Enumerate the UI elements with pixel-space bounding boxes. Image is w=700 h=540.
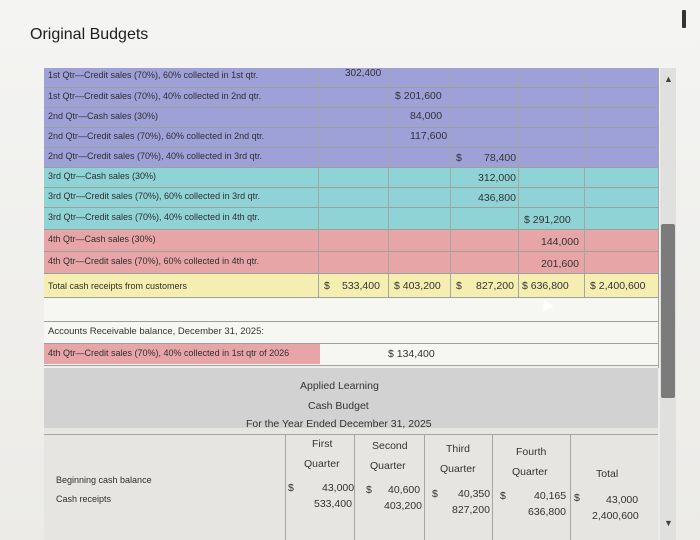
row-9	[44, 252, 658, 274]
row-label: 3rd Qtr—Credit sales (70%), 60% collecte…	[48, 191, 261, 201]
scroll-up-icon[interactable]: ▲	[664, 74, 673, 84]
ar-value: $ 134,400	[388, 348, 435, 360]
budget-name: Cash Budget	[308, 400, 369, 412]
col-second-sub: Quarter	[370, 460, 406, 472]
begin-q4: 40,165	[534, 490, 567, 502]
row-4	[44, 148, 658, 168]
cell-value: 312,000	[478, 172, 516, 184]
grid-line	[388, 68, 389, 298]
begin-total: 43,000	[606, 494, 639, 506]
grid-line	[44, 434, 658, 435]
page-title: Original Budgets	[30, 26, 149, 43]
row-label: 3rd Qtr—Credit sales (70%), 40% collecte…	[48, 212, 260, 222]
beginning-label: Beginning cash balance	[56, 475, 152, 485]
grid-line	[285, 434, 286, 540]
col-first: First	[312, 438, 333, 450]
cell-value: 302,400	[345, 68, 382, 79]
scroll-down-icon[interactable]: ▼	[664, 518, 673, 528]
row-spacer	[44, 298, 658, 322]
ar-label-cell	[44, 344, 320, 364]
cell-value: 84,000	[410, 110, 443, 122]
total-total: $ 2,400,600	[590, 280, 646, 292]
row-label: 4th Qtr—Credit sales (70%), 60% collecte…	[48, 256, 260, 266]
col-fourth: Fourth	[516, 446, 547, 458]
scrollbar-thumb[interactable]	[661, 224, 675, 398]
total-q4: $ 636,800	[522, 280, 569, 292]
currency: $	[456, 280, 462, 292]
row-label: 2nd Qtr—Credit sales (70%), 60% collecte…	[48, 131, 265, 141]
begin-q1: 43,000	[322, 482, 355, 494]
ar-label: 4th Qtr—Credit sales (70%), 40% collecte…	[48, 348, 290, 358]
company-name: Applied Learning	[300, 380, 379, 392]
total-q3: 827,200	[476, 280, 514, 292]
row-2	[44, 108, 658, 128]
receipts-q4: 636,800	[528, 506, 566, 518]
row-label: 1st Qtr—Credit sales (70%), 40% collecte…	[48, 91, 262, 101]
row-6	[44, 188, 658, 208]
total-label: Total cash receipts from customers	[48, 281, 188, 291]
grid-line	[658, 68, 659, 368]
row-7	[44, 208, 658, 230]
row-8	[44, 230, 658, 252]
grid-line	[354, 434, 355, 540]
row-label: 2nd Qtr—Cash sales (30%)	[48, 111, 159, 121]
row-1	[44, 88, 658, 108]
row-3	[44, 128, 658, 148]
receipts-q1: 533,400	[314, 498, 352, 510]
grid-line	[318, 68, 319, 298]
grid-line	[518, 68, 519, 298]
grid-line	[492, 434, 493, 540]
col-third-sub: Quarter	[440, 463, 476, 475]
cell-value: 78,400	[484, 152, 517, 164]
grid-line	[584, 68, 585, 298]
row-label: 1st Qtr—Credit sales (70%), 60% collecte…	[48, 70, 259, 80]
currency: $	[500, 490, 506, 502]
col-fourth-sub: Quarter	[512, 466, 548, 478]
col-third: Third	[446, 443, 470, 455]
budget-period: For the Year Ended December 31, 2025	[246, 418, 432, 430]
col-first-sub: Quarter	[304, 458, 340, 470]
cell-value: 201,600	[541, 258, 579, 270]
currency: $	[432, 488, 438, 500]
cell-value: 117,600	[410, 130, 448, 142]
begin-q3: 40,350	[458, 488, 491, 500]
currency: $	[324, 280, 330, 292]
menu-icon[interactable]	[682, 10, 686, 28]
col-total: Total	[596, 468, 619, 480]
row-total	[44, 274, 658, 298]
currency: $	[574, 492, 580, 504]
cell-value: 436,800	[478, 192, 516, 204]
col-second: Second	[372, 440, 408, 452]
budget-header-band	[44, 368, 658, 428]
row-label: 3rd Qtr—Cash sales (30%)	[48, 171, 157, 181]
currency: $	[456, 152, 462, 164]
currency: $	[288, 482, 294, 494]
row-label: 4th Qtr—Cash sales (30%)	[48, 234, 156, 244]
row-0	[44, 68, 658, 88]
row-label: 2nd Qtr—Credit sales (70%), 40% collecte…	[48, 151, 263, 161]
cell-value: $ 201,600	[395, 90, 442, 102]
grid-line	[424, 434, 425, 540]
grid-line	[450, 68, 451, 298]
receipts-label: Cash receipts	[56, 494, 112, 504]
vertical-scrollbar[interactable]: ▲ ▼	[660, 68, 676, 540]
row-ar-heading	[44, 322, 658, 344]
receipts-q3: 827,200	[452, 504, 490, 516]
ar-heading: Accounts Receivable balance, December 31…	[48, 326, 264, 337]
receipts-q2: 403,200	[384, 500, 422, 512]
currency: $	[366, 484, 372, 496]
total-q1: 533,400	[342, 280, 380, 292]
cell-value: $ 291,200	[524, 214, 571, 226]
cell-value: 144,000	[541, 236, 579, 248]
total-q2: $ 403,200	[394, 280, 441, 292]
receipts-total: 2,400,600	[592, 510, 639, 522]
row-5	[44, 168, 658, 188]
grid-line	[570, 434, 571, 540]
begin-q2: 40,600	[388, 484, 421, 496]
